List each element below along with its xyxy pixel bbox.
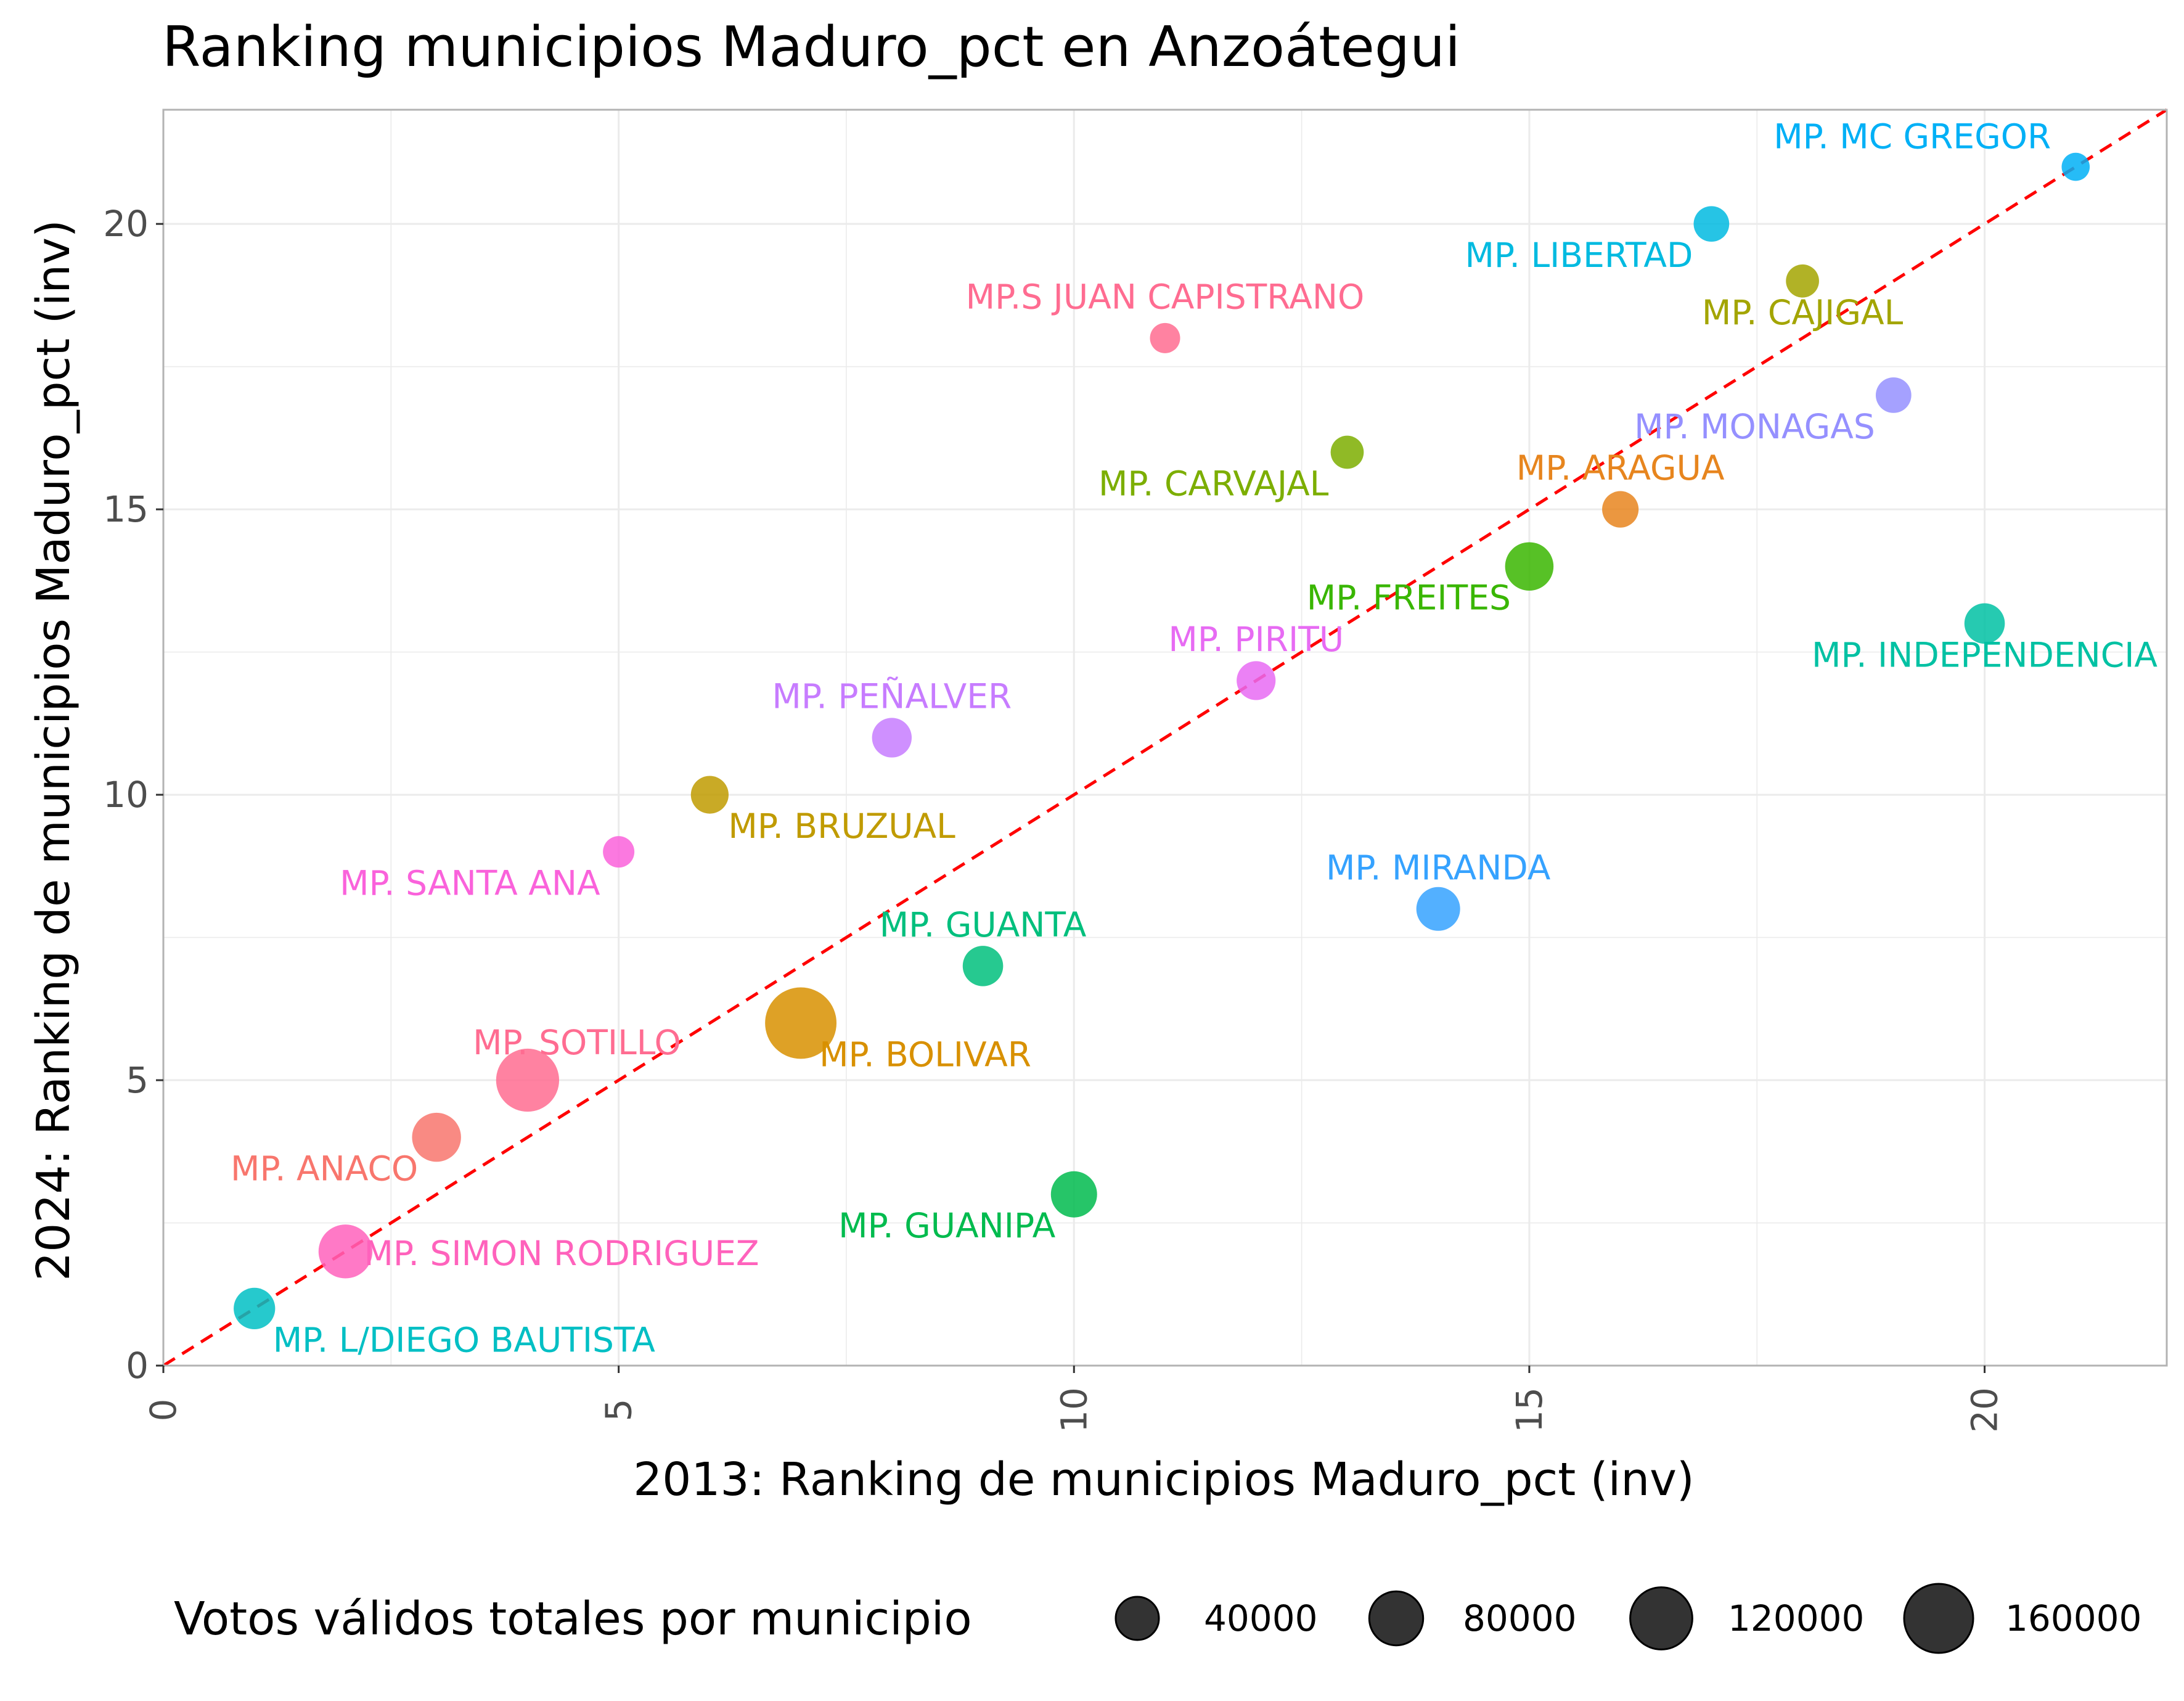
- data-point: [1330, 435, 1364, 469]
- size-legend: Votos válidos totales por municipio 4000…: [174, 1583, 2141, 1654]
- y-tick-label: 0: [126, 1345, 149, 1387]
- y-axis-ticks: 0 5 10 15 20: [103, 203, 163, 1387]
- point-label: MP.S JUAN CAPISTRANO: [966, 277, 1365, 316]
- data-point: [1050, 1171, 1097, 1218]
- legend-size-circle: [1368, 1590, 1425, 1647]
- data-point: [412, 1112, 461, 1162]
- point-label: MP. PEÑALVER: [772, 677, 1012, 716]
- point-label: MP. BRUZUAL: [728, 806, 955, 846]
- data-point: [1416, 887, 1460, 931]
- data-point: [1964, 603, 2005, 644]
- y-tick-label: 15: [103, 488, 149, 530]
- x-tick-label: 5: [598, 1399, 640, 1422]
- data-point: [1786, 264, 1819, 298]
- data-point: [765, 987, 837, 1059]
- data-point: [318, 1224, 373, 1279]
- point-label: MP. GUANTA: [880, 905, 1087, 945]
- data-point: [2061, 152, 2090, 181]
- point-label: MP. SIMON RODRIGUEZ: [364, 1234, 759, 1273]
- data-points: [234, 152, 2090, 1330]
- legend-size-label: 120000: [1728, 1597, 1864, 1639]
- data-point: [603, 836, 635, 868]
- legend-size-circle: [1903, 1583, 1974, 1654]
- data-point: [1150, 322, 1180, 353]
- point-label: MP. CARVAJAL: [1098, 464, 1329, 504]
- x-tick-label: 15: [1508, 1387, 1550, 1433]
- data-point: [872, 718, 912, 758]
- point-label: MP. FREITES: [1307, 578, 1511, 618]
- point-label: MP. PIRITU: [1168, 620, 1344, 659]
- data-point: [1602, 491, 1639, 528]
- y-axis-label: 2024: Ranking de municipios Maduro_pct (…: [27, 219, 80, 1281]
- point-label: MP. SOTILLO: [473, 1023, 681, 1062]
- y-tick-label: 20: [103, 203, 149, 245]
- y-tick-label: 10: [103, 774, 149, 816]
- data-point: [496, 1048, 560, 1112]
- data-point: [690, 776, 729, 814]
- point-label: MP. SANTA ANA: [340, 864, 600, 903]
- point-label: MP. GUANIPA: [838, 1206, 1056, 1245]
- panel-border: [162, 109, 2168, 1367]
- x-tick-label: 10: [1053, 1387, 1095, 1433]
- chart-title: Ranking municipios Maduro_pct en Anzoáte…: [162, 15, 1460, 80]
- point-label: MP. ANACO: [231, 1149, 418, 1189]
- y-tick-label: 5: [126, 1059, 149, 1101]
- x-tick-label: 20: [1964, 1387, 2006, 1433]
- point-label: MP. INDEPENDENCIA: [1812, 635, 2157, 674]
- point-label: MP. L/DIEGO BAUTISTA: [273, 1320, 656, 1359]
- data-point: [1505, 542, 1554, 591]
- legend-size-label: 160000: [2005, 1597, 2141, 1639]
- reference-line-group: [162, 108, 2168, 1367]
- x-axis-ticks: 0 5 10 15 20: [142, 1366, 2006, 1433]
- legend-size-label: 80000: [1463, 1597, 1577, 1639]
- data-point: [1875, 377, 1912, 413]
- point-label: MP. MC GREGOR: [1773, 117, 2051, 157]
- data-point: [1693, 206, 1730, 242]
- point-label: MP. LIBERTAD: [1465, 236, 1693, 275]
- legend-size-label: 40000: [1204, 1597, 1318, 1639]
- point-labels: MP. ANACO MP. ARAGUA MP. BOLIVAR MP. BRUZUA…: [231, 117, 2157, 1360]
- data-point: [1237, 661, 1276, 700]
- legend-size-circle: [1114, 1596, 1160, 1641]
- data-point: [234, 1287, 276, 1330]
- data-point: [962, 946, 1004, 986]
- point-label: MP. MIRANDA: [1326, 848, 1551, 887]
- x-tick-label: 0: [142, 1399, 184, 1422]
- point-label: MP. ARAGUA: [1516, 448, 1725, 488]
- reference-line: [162, 108, 2168, 1367]
- legend-size-circle: [1629, 1586, 1693, 1650]
- point-label: MP. CAJIGAL: [1702, 293, 1904, 332]
- point-label: MP. MONAGAS: [1634, 407, 1875, 446]
- legend-title: Votos válidos totales por municipio: [174, 1592, 972, 1646]
- x-axis-label: 2013: Ranking de municipios Maduro_pct (…: [633, 1453, 1695, 1506]
- point-label: MP. BOLIVAR: [819, 1035, 1031, 1074]
